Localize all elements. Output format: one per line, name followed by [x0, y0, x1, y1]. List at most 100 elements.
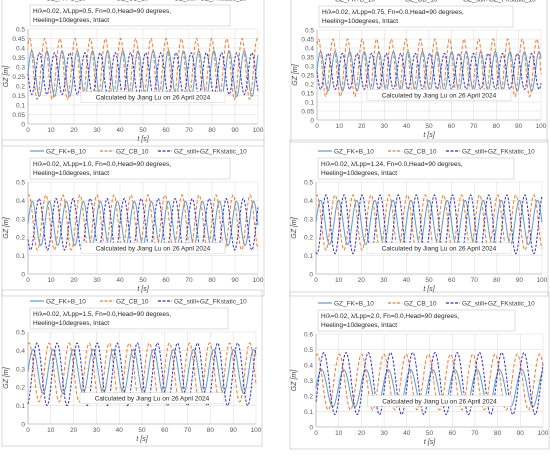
x-tick-label: 10: [335, 430, 343, 437]
credit-box: [79, 392, 225, 404]
y-tick-label: 0.2: [304, 235, 313, 242]
x-tick-label: 20: [358, 123, 366, 130]
x-tick-label: 40: [403, 277, 411, 284]
series-line-2: [27, 194, 259, 251]
chart-panel-1: 0 0.05 0.1 0.15 0.2 0.25 0.3 0.35 0.4 0.45 0.5 0 10 2…: [1, 0, 265, 147]
series-line-3: [315, 194, 543, 255]
chart-frame: [290, 0, 548, 143]
x-axis-label: t [s]: [136, 436, 148, 443]
info-line-1: H/λ=0.02, λ/Lpp=1.24, Fn=0.0,Head=90 deg…: [321, 161, 463, 168]
chart-panel-5: 0 0.1 0.2 0.3 0.4 0.5 0 10 20 30 40 50 60 70 80 90 100 t …: [1, 289, 263, 447]
y-axis-label: GZ [m]: [3, 65, 10, 87]
legend-label-1: GZ_FK+B_10: [46, 149, 86, 156]
credit-box: [366, 242, 512, 254]
y-tick-label: 0.5: [304, 180, 313, 187]
legend-label-1: GZ_FK+B_10: [334, 301, 374, 308]
series-line-1: [315, 199, 543, 246]
info-line-1: H/λ=0.02, λ/Lpp=0.5, Fn=0.0,Head=90 degr…: [33, 8, 171, 15]
y-tick-label: 0.5: [16, 27, 25, 34]
x-tick-label: 0: [26, 127, 30, 134]
x-tick-label: 50: [138, 427, 146, 434]
legend-label-2: GZ_CB_10: [116, 0, 149, 3]
x-tick-label: 60: [162, 277, 170, 284]
info-line-2: Heeling=10degrees, Intact: [321, 322, 397, 329]
credit-box: [80, 242, 226, 254]
y-tick-label: 0.5: [16, 180, 25, 187]
y-tick-label: 0.45: [12, 36, 25, 43]
credit-text: Calculated by Jiang Lu on 26 April 2024: [95, 396, 210, 403]
info-line-2: Heeling=10degrees, Intact: [33, 17, 109, 24]
x-tick-label: 0: [314, 277, 318, 284]
series-line-3: [316, 53, 542, 90]
info-box: [29, 307, 229, 330]
y-tick-label: 0.3: [16, 216, 25, 223]
x-axis-label: t [s]: [137, 286, 149, 293]
info-box: [317, 157, 515, 180]
info-line-1: H/λ=0.02, λ/Lpp=1.0, Fn=0.0,Head=90 degr…: [33, 161, 171, 168]
series-line-2: [27, 37, 259, 101]
x-tick-label: 0: [26, 427, 30, 434]
chart-frame: [289, 139, 549, 297]
y-tick-label: 0: [21, 272, 25, 279]
series-line-3: [27, 197, 259, 251]
x-tick-label: 70: [185, 127, 193, 134]
x-tick-label: 10: [47, 277, 55, 284]
x-tick-label: 100: [538, 430, 549, 437]
series-line-2: [316, 38, 542, 98]
y-tick-label: 0.15: [12, 93, 25, 100]
y-axis-label: GZ [m]: [291, 216, 298, 238]
x-tick-label: 100: [536, 123, 547, 130]
series-line-2: [315, 353, 544, 411]
x-tick-label: 60: [449, 430, 457, 437]
info-line-2: Heeling=10degrees, Intact: [33, 170, 109, 177]
y-axis-label: GZ [m]: [3, 216, 10, 238]
chart-panel-3: 0 0.1 0.2 0.3 0.4 0.5 0 10 20 30 40 50 60 70 80 90 100 t …: [1, 139, 265, 297]
y-tick-label: 0.5: [16, 330, 25, 337]
legend-label-1: GZ_FK+B_10: [335, 0, 375, 4]
credit-box: [367, 395, 512, 407]
series-line-3: [27, 342, 257, 407]
y-tick-label: 0.4: [305, 46, 314, 53]
x-tick-label: 90: [231, 277, 239, 284]
x-tick-label: 100: [253, 277, 264, 284]
x-tick-label: 40: [116, 277, 124, 284]
y-tick-label: 0: [309, 272, 313, 279]
y-tick-label: 0.6: [304, 332, 313, 339]
legend-label-3: GZ_still+GZ_FKstatic_10: [174, 0, 247, 3]
y-tick-label: 0.2: [304, 394, 313, 401]
x-tick-label: 80: [493, 123, 501, 130]
info-box: [29, 157, 231, 180]
y-tick-label: 0: [309, 425, 313, 432]
x-tick-label: 70: [184, 427, 192, 434]
x-tick-label: 80: [493, 277, 501, 284]
x-tick-label: 0: [315, 123, 319, 130]
x-tick-label: 50: [426, 430, 434, 437]
x-tick-label: 10: [47, 427, 55, 434]
series-line-1: [27, 348, 257, 395]
x-tick-label: 80: [208, 277, 216, 284]
credit-text: Calculated by Jiang Lu on 26 April 2024: [96, 95, 211, 102]
x-tick-label: 20: [70, 427, 78, 434]
chart-panel-2: 00.050.10.150.20.250.30.350.40.450.50 10 2…: [290, 0, 548, 143]
y-tick-label: 0.25: [12, 74, 25, 81]
x-tick-label: 60: [162, 127, 170, 134]
legend-label-1: GZ_FK+B_10: [334, 149, 374, 156]
x-tick-label: 70: [471, 430, 479, 437]
y-tick-label: 0.25: [301, 73, 314, 80]
legend-label-3: GZ_still+GZ_FKstatic_10: [174, 149, 247, 156]
credit-text: Calculated by Jiang Lu on 26 April 2024: [382, 92, 497, 99]
y-tick-label: 0.3: [16, 65, 25, 72]
x-tick-label: 60: [448, 277, 456, 284]
x-tick-label: 20: [358, 277, 366, 284]
x-tick-label: 60: [448, 123, 456, 130]
x-tick-label: 20: [70, 127, 78, 134]
x-tick-label: 70: [185, 277, 193, 284]
y-tick-label: 0: [310, 118, 314, 125]
x-tick-label: 20: [358, 430, 366, 437]
credit-text: Calculated by Jiang Lu on 26 April 2024: [382, 398, 497, 405]
legend-label-2: GZ_CB_10: [116, 149, 149, 156]
legend-label-3: GZ_still+GZ_FKstatic_10: [462, 149, 535, 156]
y-tick-label: 0.4: [304, 198, 313, 205]
x-tick-label: 90: [515, 123, 523, 130]
